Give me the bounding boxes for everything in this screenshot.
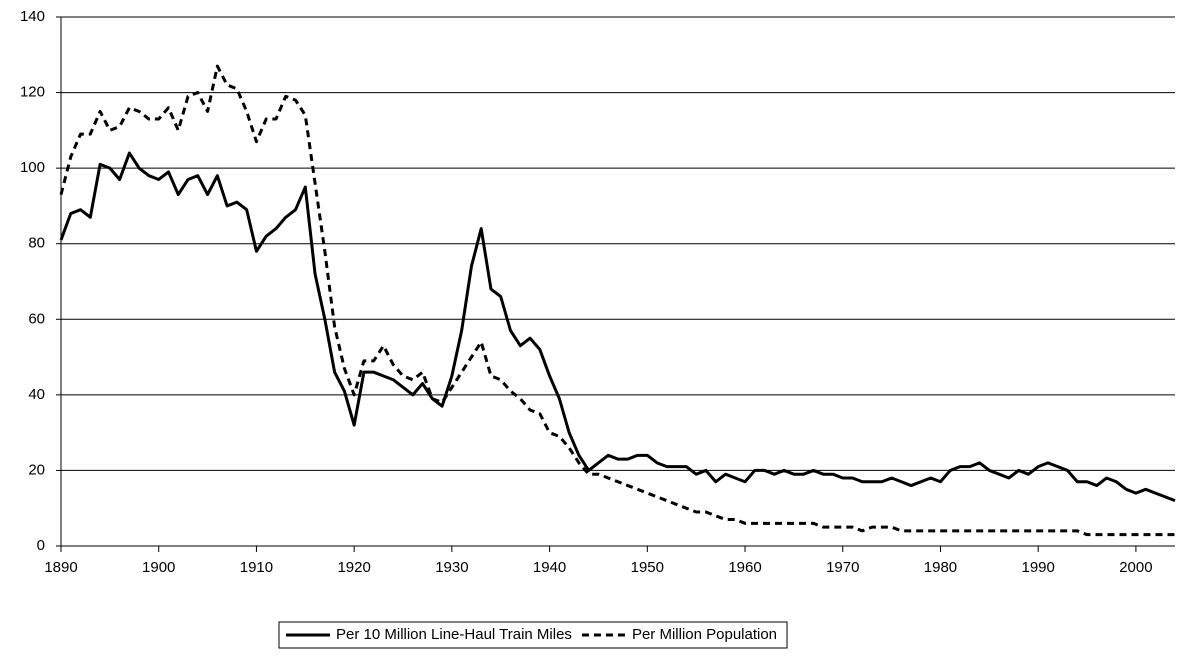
x-tick-label: 1940	[533, 559, 566, 576]
y-tick-label: 0	[37, 537, 45, 554]
y-tick-label: 80	[28, 235, 45, 252]
x-tick-label: 1980	[924, 559, 957, 576]
y-tick-label: 20	[28, 461, 45, 478]
legend-box	[278, 621, 788, 649]
legend-label: Per 10 Million Line-Haul Train Miles	[336, 626, 572, 643]
data-line	[59, 64, 1175, 537]
data-line	[59, 151, 1176, 503]
y-tick-label: 60	[28, 310, 45, 327]
x-tick-label: 1930	[435, 559, 468, 576]
y-tick-label: 140	[20, 8, 45, 25]
x-tick-label: 1890	[44, 559, 77, 576]
x-tick-label: 1910	[240, 559, 273, 576]
x-tick-label: 1970	[826, 559, 859, 576]
y-tick-label: 100	[20, 159, 45, 176]
x-tick-label: 1960	[728, 559, 761, 576]
x-tick-label: 1950	[631, 559, 664, 576]
y-tick-label: 120	[20, 84, 45, 101]
x-tick-label: 1990	[1022, 559, 1055, 576]
y-tick-label: 40	[28, 386, 45, 403]
legend-label: Per Million Population	[632, 626, 777, 643]
x-tick-label: 1900	[142, 559, 175, 576]
x-tick-label: 1920	[337, 559, 370, 576]
x-tick-label: 2000	[1119, 559, 1152, 576]
